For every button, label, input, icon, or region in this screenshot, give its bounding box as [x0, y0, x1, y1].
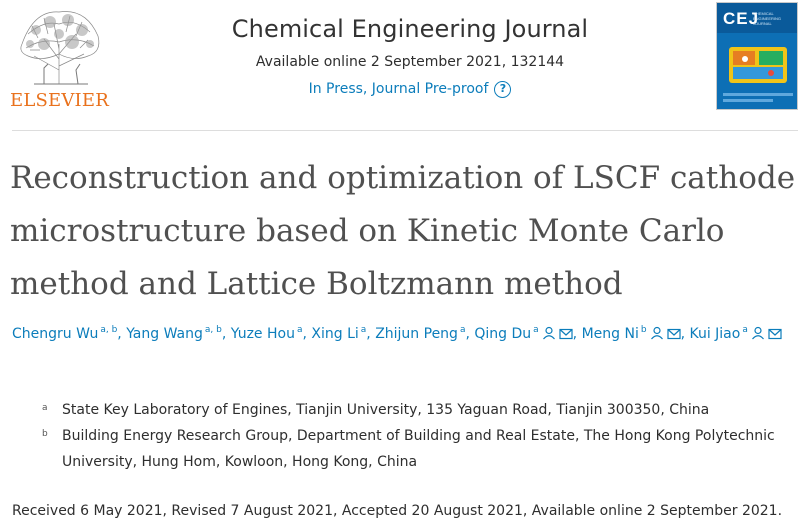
cover-abbrev: CEJ	[723, 9, 760, 28]
author-entry: Kui Jiao a	[689, 325, 782, 342]
author-entry: Yuze Hou a,	[230, 325, 312, 342]
author-entry: Yang Wang a, b,	[126, 325, 231, 342]
article-title: Reconstruction and optimization of LSCF …	[10, 160, 796, 302]
author-affiliation-sup[interactable]: b	[640, 325, 647, 335]
journal-title[interactable]: Chemical Engineering Journal	[231, 15, 589, 43]
author-name-link[interactable]: Zhijun Peng	[375, 325, 458, 342]
elsevier-tree-icon	[20, 11, 100, 85]
person-icon[interactable]	[650, 326, 664, 340]
author-affiliation-sup[interactable]: a	[459, 325, 466, 335]
author-entry: Chengru Wu a, b,	[12, 325, 127, 342]
article-history: Received 6 May 2021, Revised 7 August 20…	[12, 503, 783, 519]
affiliation-mark: b	[42, 429, 48, 439]
email-icon[interactable]	[666, 328, 681, 340]
author-name-link[interactable]: Meng Ni	[581, 325, 639, 342]
affiliation-item: a State Key Laboratory of Engines, Tianji…	[42, 397, 792, 423]
author-affiliation-sup[interactable]: a, b	[100, 325, 118, 335]
cover-art-icon	[717, 3, 797, 109]
author-list: Chengru Wu a, b, Yang Wang a, b, Yuze Hou a…	[12, 317, 798, 347]
author-affiliation-sup[interactable]: a	[533, 325, 539, 335]
author-name-link[interactable]: Kui Jiao	[689, 325, 741, 342]
author-entry: Qing Du a,	[474, 325, 582, 342]
elsevier-wordmark: ELSEVIER	[10, 90, 109, 111]
author-name-link[interactable]: Yang Wang	[126, 325, 203, 342]
author-entry: Zhijun Peng a,	[375, 325, 475, 342]
author-affiliation-sup[interactable]: a	[360, 325, 367, 335]
person-icon[interactable]	[542, 326, 556, 340]
author-entry: Xing Li a,	[311, 325, 376, 342]
press-status-link[interactable]: In Press, Journal Pre-proof ?	[309, 79, 512, 99]
journal-cover[interactable]: CEJ CHEMICAL ENGINEERING JOURNAL	[716, 2, 798, 110]
help-icon[interactable]: ?	[494, 80, 512, 98]
author-affiliation-sup[interactable]: a	[742, 325, 748, 335]
author-name-link[interactable]: Yuze Hou	[230, 325, 295, 342]
author-affiliation-sup[interactable]: a, b	[204, 325, 222, 335]
header-divider	[12, 130, 798, 131]
affiliation-text: State Key Laboratory of Engines, Tianjin…	[62, 402, 710, 418]
affiliation-item: b Building Energy Research Group, Departm…	[42, 423, 792, 475]
affiliation-list: a State Key Laboratory of Engines, Tianji…	[42, 397, 792, 475]
journal-header: Chemical Engineering Journal Available o…	[140, 12, 680, 99]
affiliation-text: Building Energy Research Group, Departme…	[62, 428, 775, 470]
author-name-link[interactable]: Xing Li	[311, 325, 359, 342]
elsevier-logo[interactable]: ELSEVIER	[10, 4, 109, 111]
affiliation-mark: a	[42, 403, 48, 413]
email-icon[interactable]	[559, 328, 573, 340]
email-icon[interactable]	[768, 328, 782, 340]
cover-subtitle: CHEMICAL ENGINEERING JOURNAL	[753, 11, 782, 26]
author-name-link[interactable]: Qing Du	[474, 325, 532, 342]
availability-line: Available online 2 September 2021, 13214…	[255, 54, 565, 70]
person-icon[interactable]	[751, 326, 765, 340]
press-status-label: In Press, Journal Pre-proof	[308, 81, 489, 97]
author-affiliation-sup[interactable]: a	[296, 325, 303, 335]
author-name-link[interactable]: Chengru Wu	[12, 325, 99, 342]
author-entry: Meng Ni b,	[581, 325, 690, 342]
